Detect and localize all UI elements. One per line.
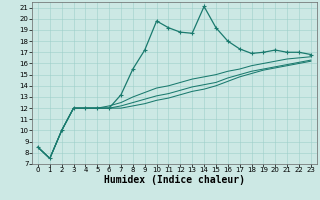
X-axis label: Humidex (Indice chaleur): Humidex (Indice chaleur) xyxy=(104,175,245,185)
